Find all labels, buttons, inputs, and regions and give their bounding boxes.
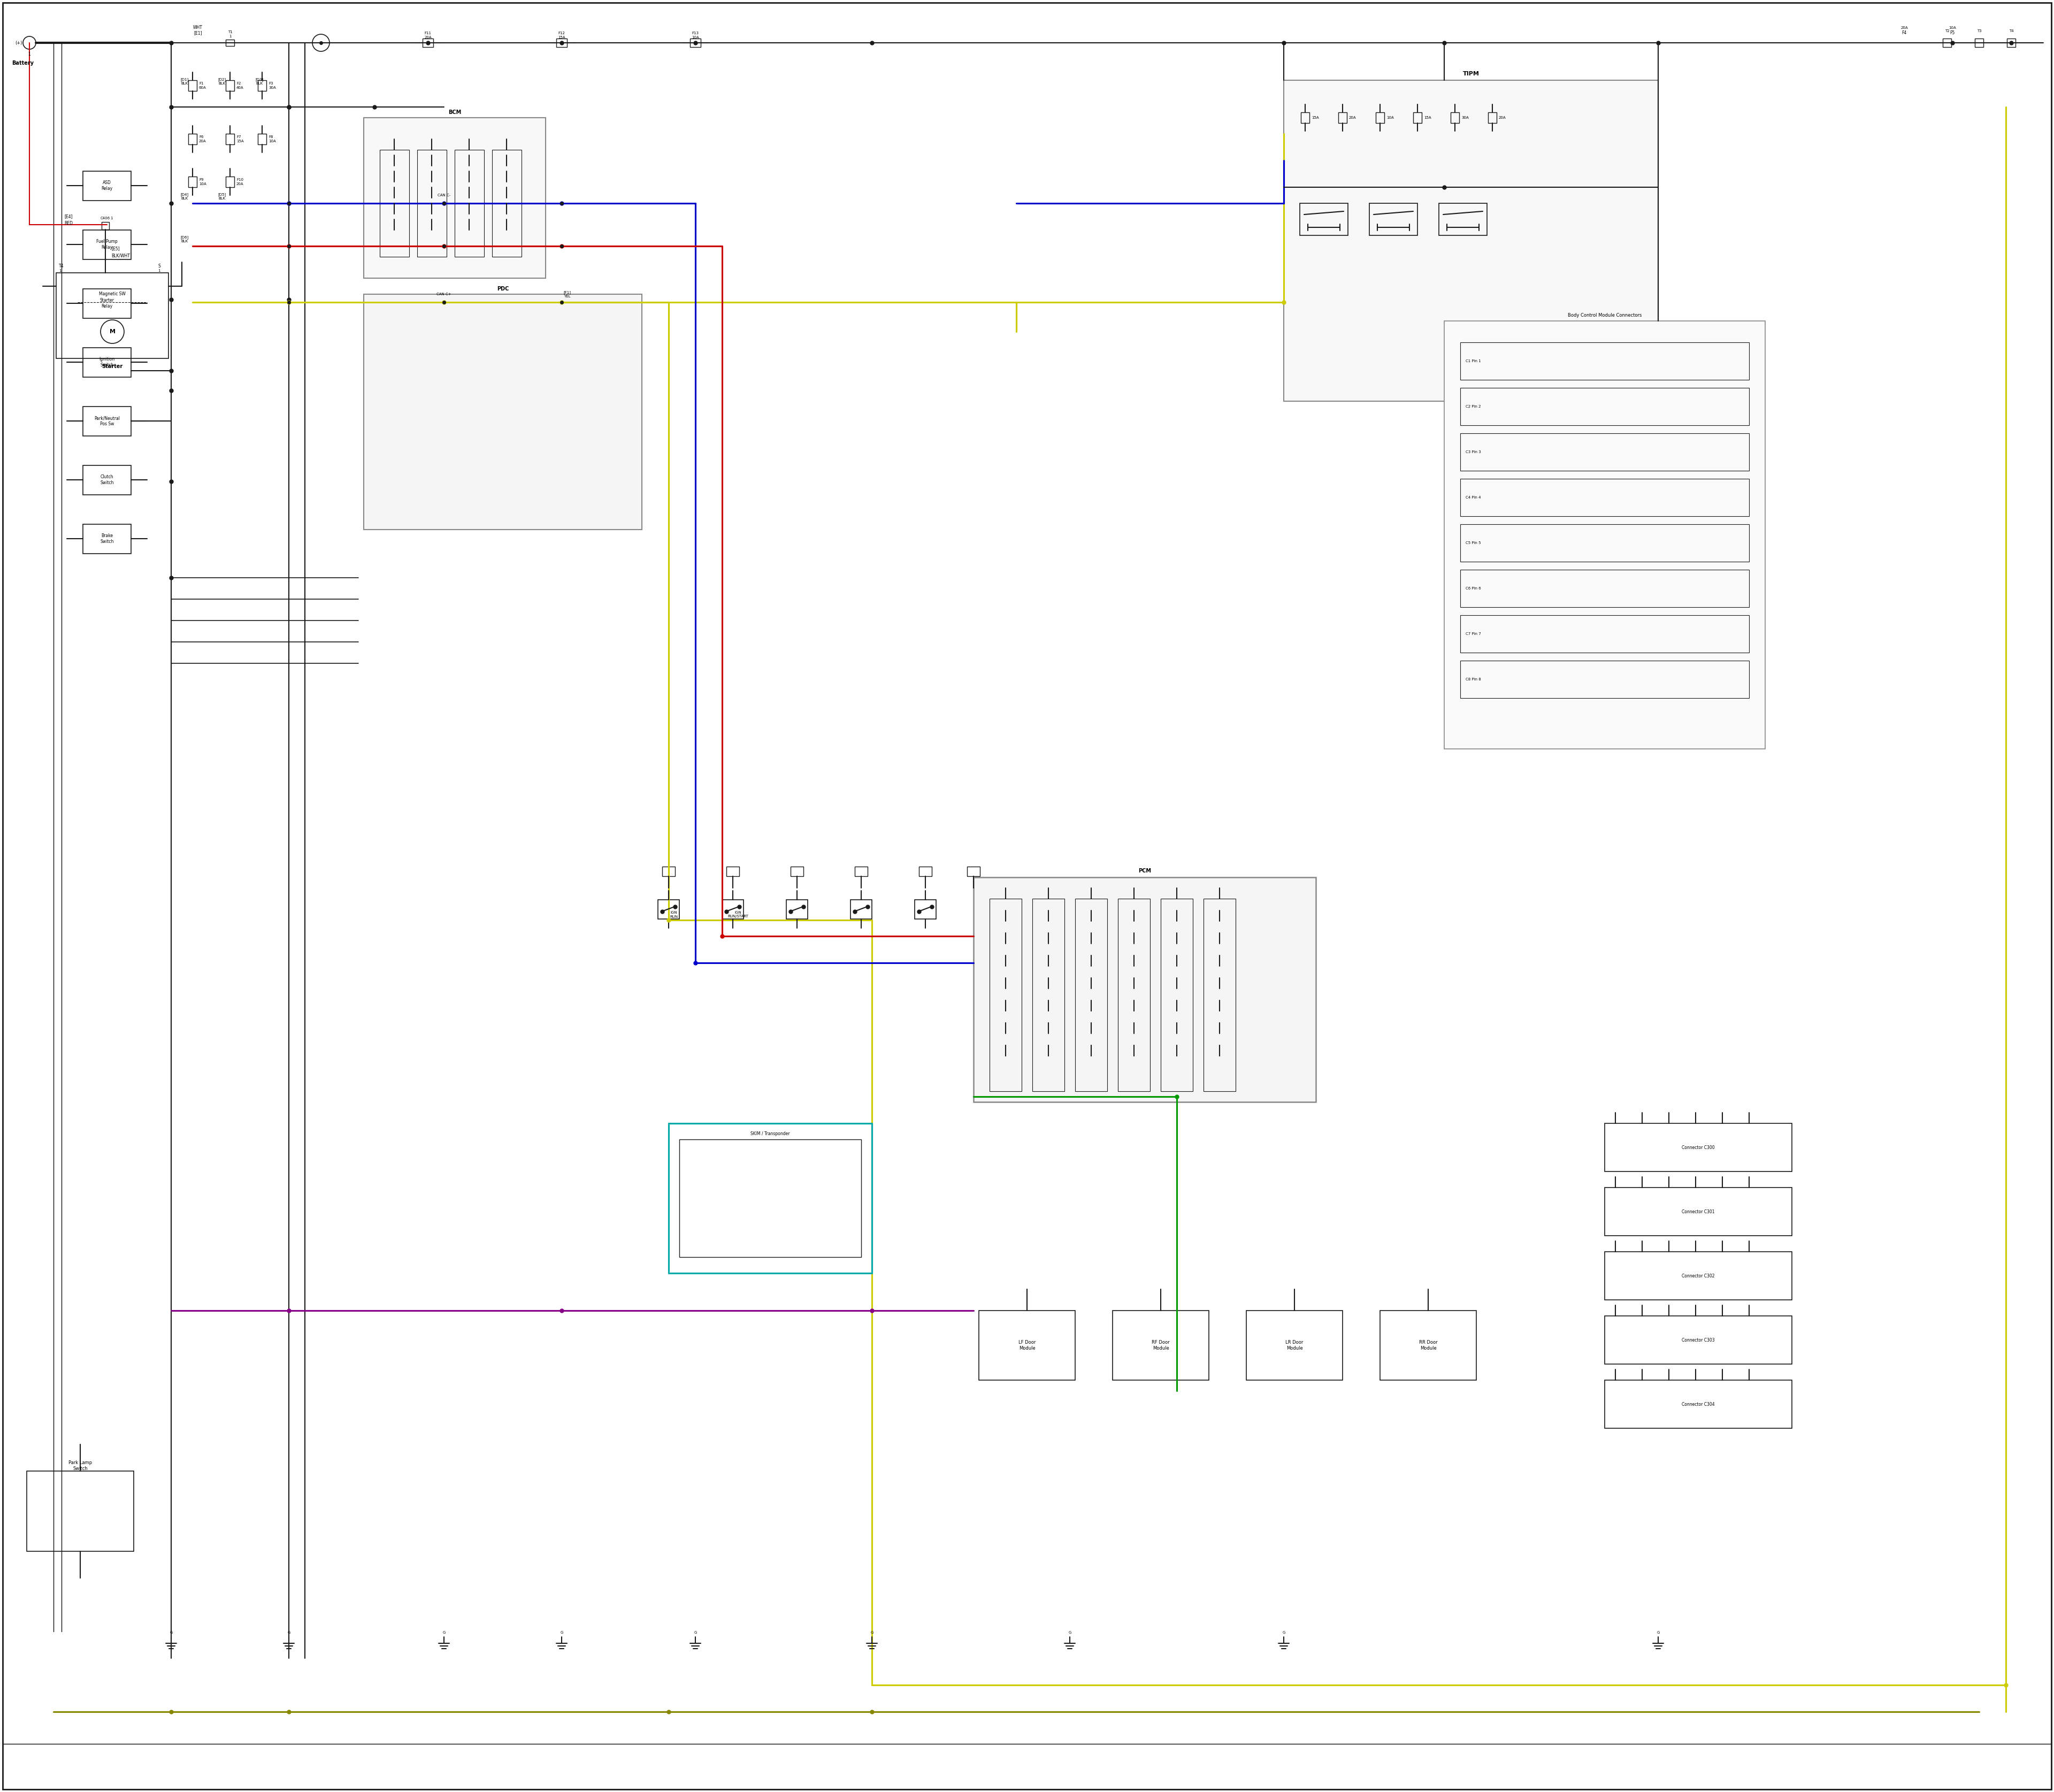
Text: [E1]: [E1]	[193, 30, 201, 36]
Text: ASD
Relay: ASD Relay	[101, 181, 113, 190]
Bar	[787, 900, 807, 919]
Text: 1: 1	[60, 269, 62, 272]
Text: G: G	[288, 1631, 290, 1634]
Bar	[850, 900, 871, 919]
Text: 1: 1	[29, 52, 31, 57]
Bar	[1440, 202, 1487, 235]
Bar	[1460, 661, 1750, 699]
Bar	[990, 898, 1021, 1091]
Text: 10A: 10A	[1386, 116, 1395, 120]
Bar	[82, 172, 131, 201]
Bar	[82, 348, 131, 376]
Text: 15A: 15A	[1313, 116, 1319, 120]
Bar	[259, 81, 267, 91]
Text: IGN
RUN/START: IGN RUN/START	[727, 912, 748, 918]
Bar	[914, 900, 937, 919]
Bar	[226, 177, 234, 186]
Text: G: G	[170, 1631, 173, 1634]
Bar	[380, 151, 409, 256]
Text: 15A: 15A	[1423, 116, 1432, 120]
Bar	[1300, 202, 1347, 235]
Bar	[454, 151, 485, 256]
Text: G: G	[1658, 1631, 1660, 1634]
Text: [E4]: [E4]	[64, 215, 72, 219]
Bar	[918, 867, 933, 876]
Text: F8
10A: F8 10A	[269, 136, 275, 143]
Bar	[1444, 321, 1764, 749]
Bar	[680, 1140, 861, 1256]
Text: T1
1: T1 1	[228, 30, 232, 38]
Bar	[1161, 898, 1193, 1091]
Text: Starter
Relay: Starter Relay	[101, 297, 115, 308]
Bar	[27, 1471, 134, 1552]
Bar	[690, 38, 700, 47]
Text: F3
30A: F3 30A	[269, 82, 275, 90]
Bar	[189, 177, 197, 186]
Bar	[1460, 387, 1750, 425]
Bar	[1460, 615, 1750, 652]
Text: C4 Pin 4: C4 Pin 4	[1467, 496, 1481, 500]
Text: Park/Neutral
Pos Sw: Park/Neutral Pos Sw	[94, 416, 119, 426]
Text: F9
10A: F9 10A	[199, 179, 205, 185]
Circle shape	[312, 34, 329, 52]
Bar	[1460, 478, 1750, 516]
Bar	[1460, 342, 1750, 380]
Text: RR Door
Module: RR Door Module	[1419, 1340, 1438, 1351]
Bar	[1450, 113, 1458, 124]
Text: C8 Pin 8: C8 Pin 8	[1467, 677, 1481, 681]
Text: F5: F5	[1949, 30, 1955, 36]
Text: [D2]
BLK: [D2] BLK	[218, 77, 226, 84]
Text: 10A: 10A	[1949, 27, 1955, 29]
Text: [E5]: [E5]	[111, 246, 119, 251]
Text: TIPM: TIPM	[1462, 72, 1479, 77]
Text: T4: T4	[2009, 29, 2013, 32]
Text: [D1]
BLK: [D1] BLK	[181, 77, 189, 84]
Text: F1
60A: F1 60A	[199, 82, 205, 90]
Text: F7
15A: F7 15A	[236, 136, 244, 143]
Text: G: G	[442, 1631, 446, 1634]
Text: C2 Pin 2: C2 Pin 2	[1467, 405, 1481, 409]
Text: RF Door
Module: RF Door Module	[1152, 1340, 1169, 1351]
Text: CAN C+: CAN C+	[438, 292, 452, 296]
Text: C3 Pin 3: C3 Pin 3	[1467, 450, 1481, 453]
Bar	[417, 151, 446, 256]
Text: BCM: BCM	[448, 109, 462, 115]
Bar	[423, 38, 433, 47]
Text: LR Door
Module: LR Door Module	[1286, 1340, 1304, 1351]
Bar	[55, 272, 168, 358]
Bar	[1604, 1380, 1791, 1428]
Text: [D6]
BLK: [D6] BLK	[181, 235, 189, 242]
Bar	[1033, 898, 1064, 1091]
Text: RED: RED	[64, 220, 72, 226]
Bar	[723, 900, 744, 919]
Text: F4: F4	[1902, 30, 1906, 36]
Text: Connector C303: Connector C303	[1682, 1337, 1715, 1342]
Bar	[82, 289, 131, 319]
Bar	[1376, 113, 1384, 124]
Bar	[1604, 1124, 1791, 1172]
Bar	[1604, 1253, 1791, 1299]
Bar	[364, 118, 546, 278]
Bar	[1339, 113, 1347, 124]
Bar	[1487, 113, 1497, 124]
Bar	[82, 466, 131, 495]
Bar	[82, 525, 131, 554]
Bar	[1370, 202, 1417, 235]
Text: C6 Pin 6: C6 Pin 6	[1467, 586, 1481, 590]
Text: [F1]
YEL: [F1] YEL	[563, 290, 571, 297]
Text: T2: T2	[1945, 29, 1949, 32]
Text: G: G	[1282, 1631, 1286, 1634]
Text: WHT: WHT	[193, 25, 203, 30]
Bar	[1117, 898, 1150, 1091]
Text: Connector C300: Connector C300	[1682, 1145, 1715, 1150]
Text: Connector C301: Connector C301	[1682, 1210, 1715, 1213]
Text: PDC: PDC	[497, 287, 509, 292]
Bar	[82, 407, 131, 435]
Text: G: G	[871, 1631, 873, 1634]
Text: 1: 1	[158, 269, 160, 272]
Text: SKIM / Transponder: SKIM / Transponder	[750, 1131, 791, 1136]
Text: T3: T3	[1976, 29, 1982, 32]
Text: Magnetic SW: Magnetic SW	[99, 292, 125, 297]
Bar	[1604, 1188, 1791, 1236]
Bar	[1300, 113, 1310, 124]
